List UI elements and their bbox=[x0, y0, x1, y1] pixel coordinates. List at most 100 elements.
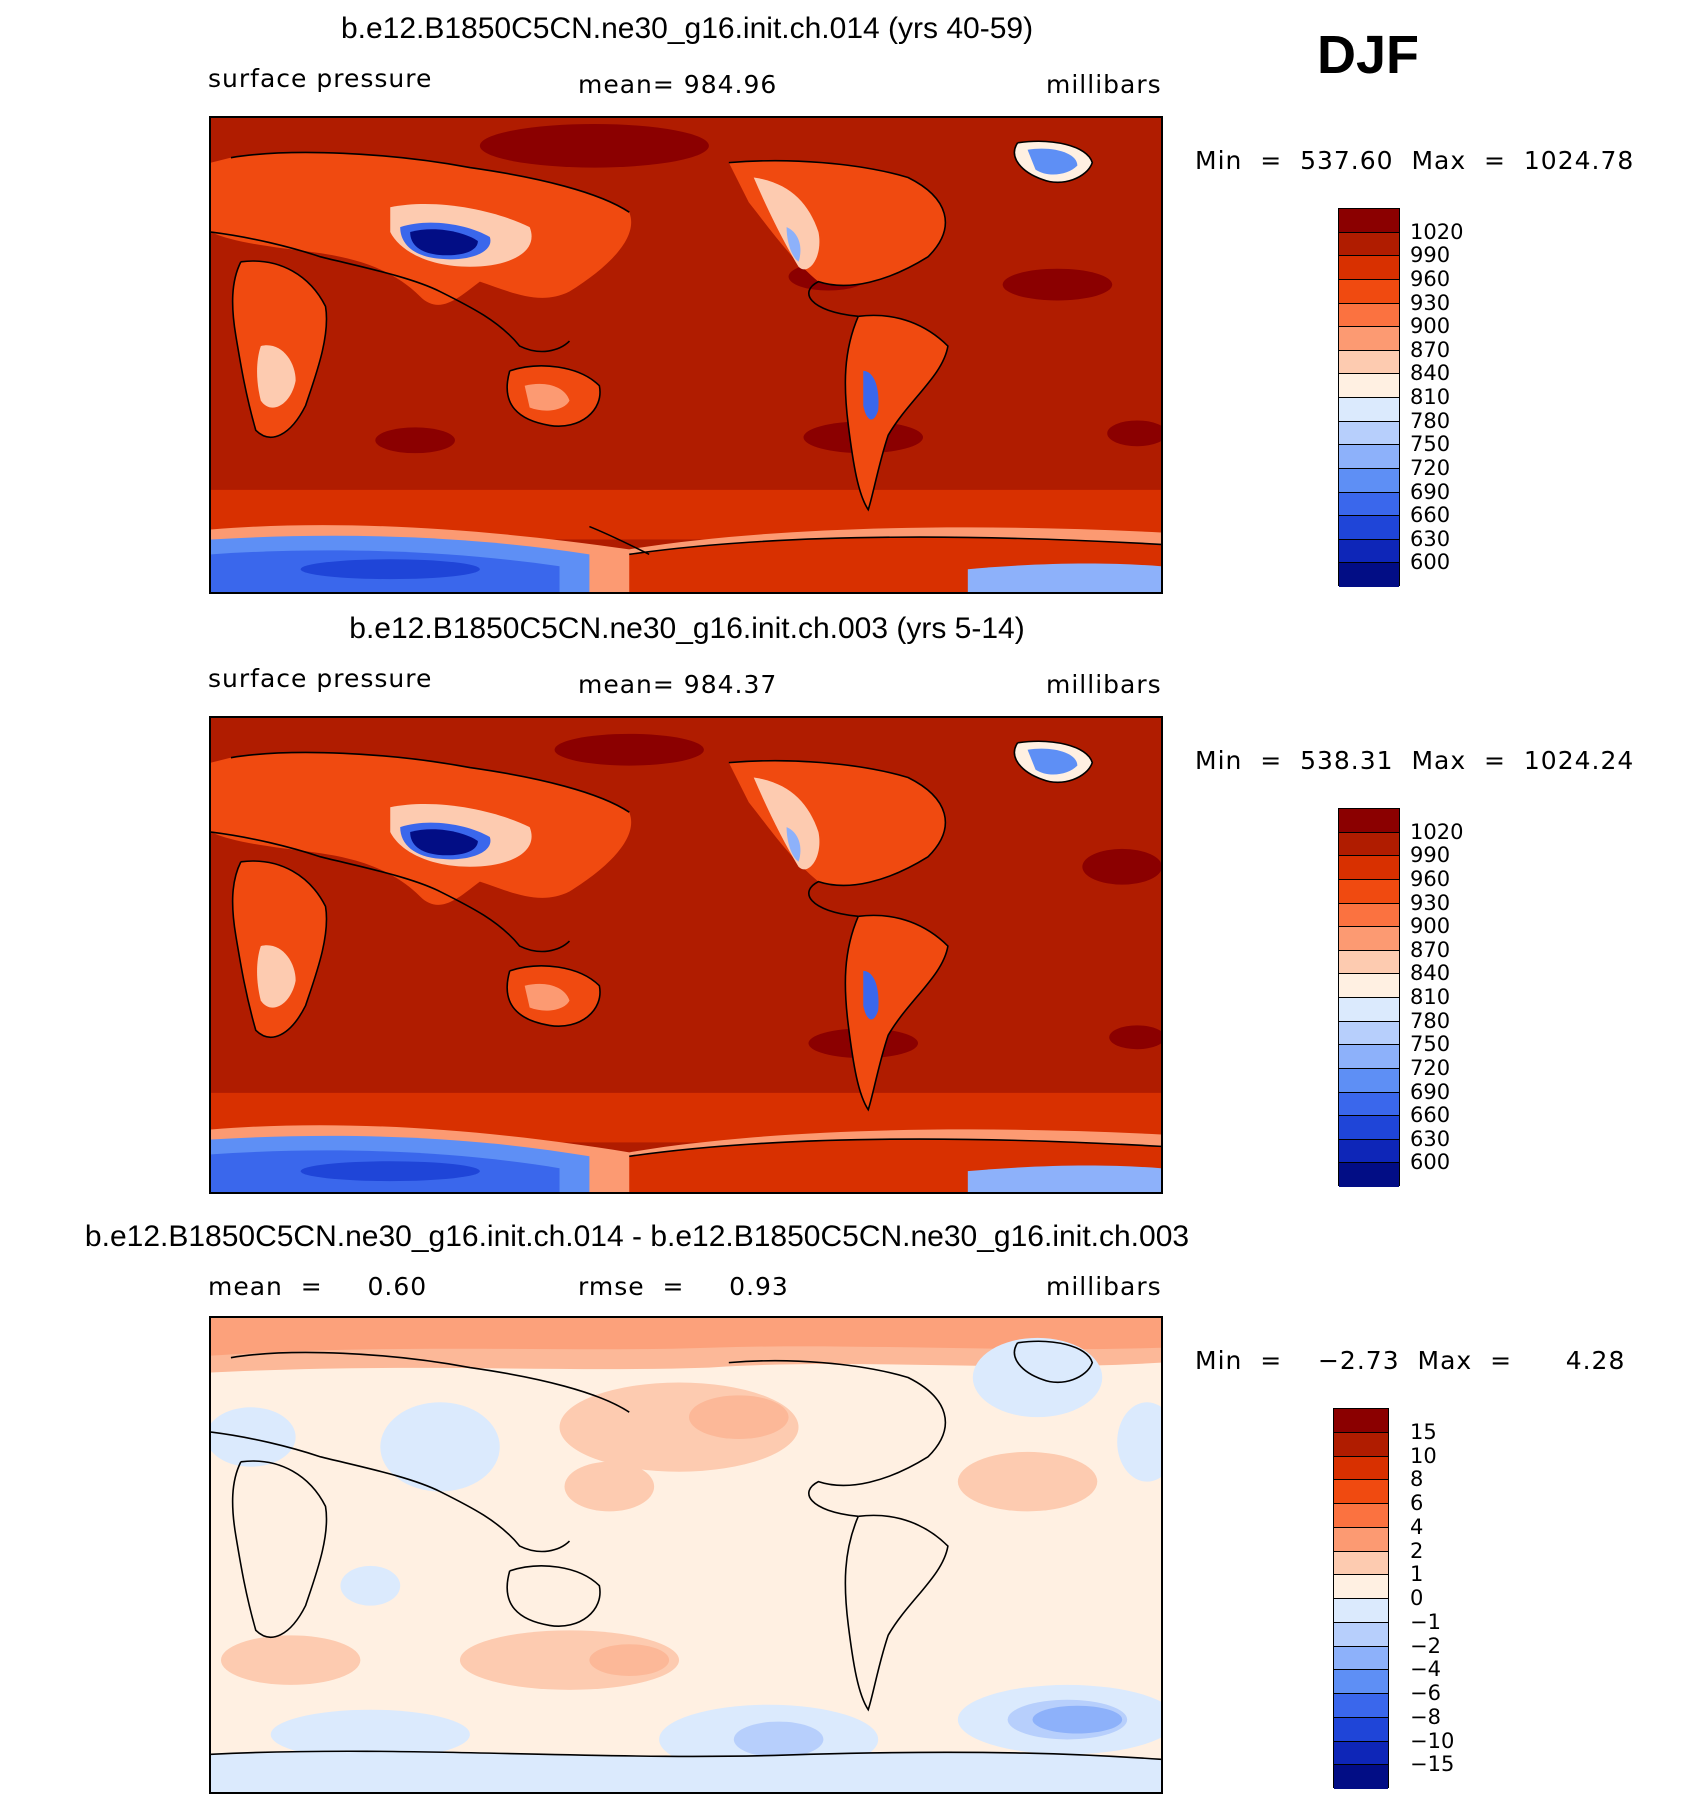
panel-bottom-colorbar-label: −1 bbox=[1410, 1609, 1441, 1634]
panel-bottom-colorbar-box bbox=[1334, 1622, 1388, 1647]
panel-bottom-title: b.e12.B1850C5CN.ne30_g16.init.ch.014 - b… bbox=[84, 1220, 1190, 1253]
panel-bottom-colorbar-label: 4 bbox=[1410, 1514, 1424, 1539]
panel-bottom-rmse: rmse = 0.93 bbox=[578, 1272, 789, 1301]
panel-middle-colorbar-label: 870 bbox=[1410, 937, 1451, 962]
panel-bottom-colorbar-label: −10 bbox=[1410, 1728, 1455, 1753]
panel-top-map-field bbox=[211, 118, 1161, 592]
panel-top-colorbar bbox=[1338, 208, 1400, 587]
panel-middle-colorbar-box bbox=[1339, 1045, 1399, 1069]
panel-bottom-colorbar-label: 1 bbox=[1410, 1562, 1424, 1587]
panel-middle-colorbar-label: 810 bbox=[1410, 985, 1451, 1009]
panel-middle-colorbar-label: 900 bbox=[1410, 914, 1451, 939]
panel-middle-colorbar bbox=[1338, 808, 1400, 1187]
panel-middle-colorbar-box bbox=[1339, 832, 1399, 857]
panel-middle-colorbar-box bbox=[1339, 998, 1399, 1022]
panel-bottom-colorbar-label: 0 bbox=[1410, 1586, 1424, 1610]
panel-bottom-colorbar bbox=[1333, 1408, 1389, 1789]
panel-middle-colorbar-label: 600 bbox=[1410, 1150, 1451, 1175]
panel-top-colorbar-label: 750 bbox=[1410, 432, 1451, 457]
panel-middle-colorbar-box bbox=[1339, 1116, 1399, 1140]
panel-bottom-colorbar-label: −15 bbox=[1410, 1752, 1455, 1777]
panel-bottom-colorbar-box bbox=[1334, 1741, 1388, 1766]
panel-bottom-colorbar-label: 8 bbox=[1410, 1467, 1424, 1492]
panel-top-colorbar-box bbox=[1339, 445, 1399, 469]
panel-middle-colorbar-label: 780 bbox=[1410, 1008, 1451, 1033]
panel-middle-colorbar-label: 720 bbox=[1410, 1055, 1451, 1080]
panel-top-colorbar-label: 810 bbox=[1410, 385, 1451, 409]
panel-middle-colorbar-label: 690 bbox=[1410, 1079, 1451, 1104]
panel-middle-colorbar-box bbox=[1339, 903, 1399, 928]
panel-top-colorbar-box bbox=[1339, 539, 1399, 564]
panel-bottom-colorbar-box bbox=[1334, 1551, 1388, 1576]
panel-top-colorbar-box bbox=[1339, 398, 1399, 422]
panel-top-colorbar-label: 870 bbox=[1410, 337, 1451, 362]
panel-bottom-colorbar-label: −8 bbox=[1410, 1704, 1441, 1729]
panel-top-colorbar-box bbox=[1339, 492, 1399, 517]
panel-bottom-colorbar-box bbox=[1334, 1646, 1388, 1671]
panel-top-colorbar-label: 720 bbox=[1410, 455, 1451, 480]
panel-top-map bbox=[209, 116, 1163, 594]
panel-bottom-colorbar-box bbox=[1334, 1694, 1388, 1718]
panel-middle-colorbar-box bbox=[1339, 1021, 1399, 1046]
panel-top-colorbar-box bbox=[1339, 256, 1399, 280]
panel-middle-variable: surface pressure bbox=[208, 664, 433, 693]
panel-top-colorbar-box bbox=[1339, 468, 1399, 493]
panel-top-colorbar-box bbox=[1339, 421, 1399, 446]
panel-middle-colorbar-box bbox=[1339, 879, 1399, 904]
panel-bottom-units: millibars bbox=[1046, 1272, 1162, 1301]
panel-top-colorbar-box bbox=[1339, 350, 1399, 375]
panel-top-colorbar-box bbox=[1339, 374, 1399, 398]
panel-top-colorbar-label: 660 bbox=[1410, 503, 1451, 528]
panel-middle-minmax: Min = 538.31 Max = 1024.24 bbox=[1195, 746, 1635, 775]
panel-top-colorbar-label: 690 bbox=[1410, 479, 1451, 504]
panel-middle-colorbar-box bbox=[1339, 950, 1399, 975]
panel-bottom-colorbar-box bbox=[1334, 1504, 1388, 1528]
panel-middle-colorbar-box bbox=[1339, 1068, 1399, 1093]
panel-top-variable: surface pressure bbox=[208, 64, 433, 93]
panel-top-colorbar-label: 900 bbox=[1410, 314, 1451, 339]
panel-middle-colorbar-label: 630 bbox=[1410, 1126, 1451, 1151]
panel-top-colorbar-box bbox=[1339, 563, 1399, 587]
panel-top-colorbar-label: 630 bbox=[1410, 526, 1451, 551]
panel-top-colorbar-label: 930 bbox=[1410, 290, 1451, 315]
panel-middle-colorbar-box bbox=[1339, 1139, 1399, 1164]
panel-top-colorbar-label: 1020 bbox=[1410, 219, 1464, 244]
panel-middle-colorbar-label: 840 bbox=[1410, 961, 1451, 986]
panel-middle-units: millibars bbox=[1046, 670, 1162, 699]
panel-middle-colorbar-label: 660 bbox=[1410, 1103, 1451, 1128]
panel-top-units: millibars bbox=[1046, 70, 1162, 99]
panel-bottom-colorbar-label: 2 bbox=[1410, 1538, 1424, 1563]
panel-middle-colorbar-box bbox=[1339, 1092, 1399, 1117]
panel-middle-title: b.e12.B1850C5CN.ne30_g16.init.ch.003 (yr… bbox=[349, 612, 1025, 645]
panel-top-minmax: Min = 537.60 Max = 1024.78 bbox=[1195, 146, 1635, 175]
panel-top-colorbar-label: 780 bbox=[1410, 408, 1451, 433]
panel-bottom-colorbar-box bbox=[1334, 1717, 1388, 1742]
panel-bottom-colorbar-label: 6 bbox=[1410, 1491, 1424, 1515]
panel-middle-colorbar-box bbox=[1339, 1163, 1399, 1187]
panel-bottom-colorbar-label: −4 bbox=[1410, 1657, 1441, 1682]
season-label: DJF bbox=[1316, 25, 1420, 85]
panel-bottom-colorbar-box bbox=[1334, 1409, 1388, 1433]
panel-top-colorbar-label: 990 bbox=[1410, 243, 1451, 268]
panel-top-colorbar-box bbox=[1339, 516, 1399, 540]
panel-bottom-colorbar-box bbox=[1334, 1575, 1388, 1599]
panel-bottom-colorbar-box bbox=[1334, 1765, 1388, 1789]
panel-bottom-minmax: Min = −2.73 Max = 4.28 bbox=[1195, 1346, 1626, 1375]
panel-middle-colorbar-label: 990 bbox=[1410, 843, 1451, 868]
panel-bottom-colorbar-label: −6 bbox=[1410, 1681, 1441, 1705]
panel-top-colorbar-box bbox=[1339, 303, 1399, 328]
panel-middle-map bbox=[209, 716, 1163, 1194]
panel-bottom-colorbar-label: 10 bbox=[1410, 1443, 1437, 1468]
panel-bottom-colorbar-box bbox=[1334, 1599, 1388, 1623]
panel-top-title: b.e12.B1850C5CN.ne30_g16.init.ch.014 (yr… bbox=[340, 12, 1034, 45]
panel-bottom-colorbar-box bbox=[1334, 1432, 1388, 1457]
panel-top-colorbar-box bbox=[1339, 279, 1399, 304]
panel-middle-colorbar-box bbox=[1339, 809, 1399, 833]
panel-bottom-colorbar-box bbox=[1334, 1527, 1388, 1552]
panel-middle-colorbar-label: 960 bbox=[1410, 866, 1451, 891]
panel-bottom-colorbar-label: 15 bbox=[1410, 1419, 1437, 1444]
panel-bottom-colorbar-box bbox=[1334, 1480, 1388, 1504]
panel-middle-map-field bbox=[211, 718, 1161, 1192]
panel-middle-colorbar-box bbox=[1339, 856, 1399, 880]
panel-top-colorbar-label: 960 bbox=[1410, 266, 1451, 291]
